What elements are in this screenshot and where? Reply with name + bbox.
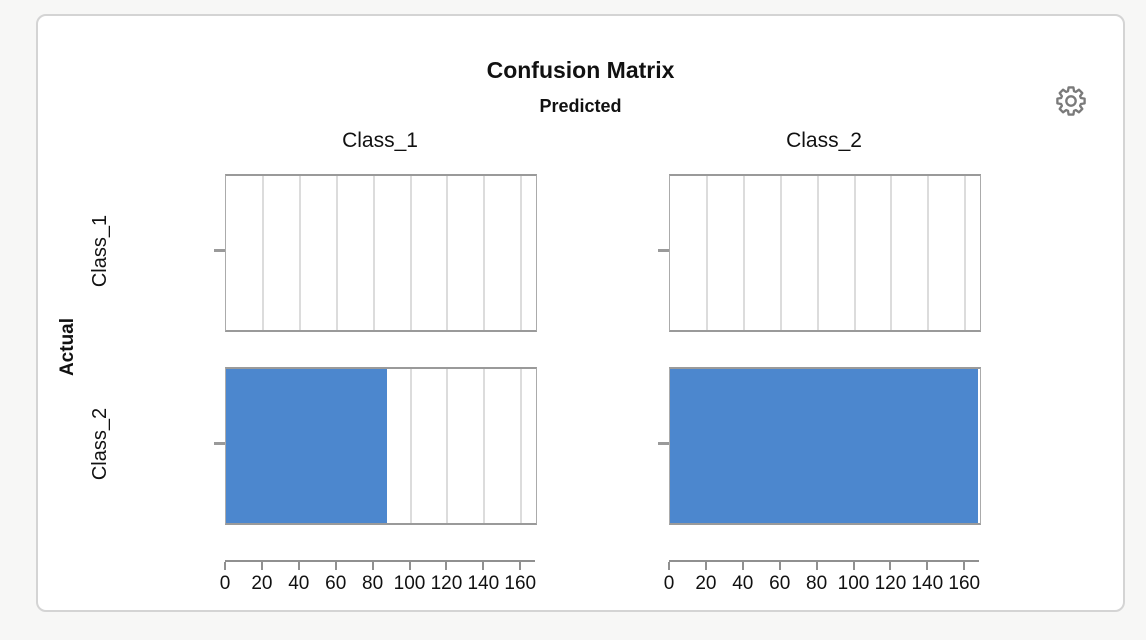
gridline bbox=[483, 369, 486, 523]
x-axis-tick bbox=[741, 562, 744, 570]
predicted-axis-label: Predicted bbox=[539, 96, 622, 116]
x-axis-tick bbox=[224, 562, 226, 570]
x-axis-tick-label: 140 bbox=[911, 573, 944, 594]
x-axis-tick bbox=[519, 562, 522, 570]
gridline bbox=[409, 369, 412, 523]
x-axis-tick-label: 80 bbox=[806, 573, 828, 594]
x-axis-tick-label: 20 bbox=[251, 573, 273, 594]
y-axis-tick bbox=[658, 249, 669, 252]
x-axis-tick bbox=[297, 562, 300, 570]
gridline bbox=[853, 176, 856, 330]
panel-actual-class1-predicted-class1 bbox=[225, 174, 537, 332]
x-axis-tick bbox=[852, 562, 855, 570]
gridline bbox=[779, 176, 782, 330]
chart-title: Confusion Matrix bbox=[486, 57, 675, 83]
x-axis-tick bbox=[704, 562, 707, 570]
x-axis-right: 0 20 40 60 80 100 120 140 160 bbox=[664, 560, 981, 610]
gridline bbox=[409, 176, 412, 330]
facet-row-label-class2: Class_2 bbox=[89, 407, 111, 481]
x-axis-tick bbox=[963, 562, 966, 570]
facet-col-label-class1: Class_1 bbox=[342, 129, 418, 152]
facet-col-label-class2: Class_2 bbox=[786, 129, 862, 152]
x-axis-tick-label: 120 bbox=[430, 573, 463, 594]
gridline bbox=[298, 176, 301, 330]
x-axis-tick-label: 160 bbox=[504, 573, 537, 594]
x-axis-tick bbox=[260, 562, 263, 570]
x-axis-tick-label: 100 bbox=[393, 573, 426, 594]
panel-actual-class2-predicted-class2 bbox=[669, 367, 981, 525]
actual-axis-label: Actual bbox=[57, 317, 78, 377]
panel-actual-class1-predicted-class2 bbox=[669, 174, 981, 332]
x-axis-tick-label: 40 bbox=[732, 573, 754, 594]
x-axis-tick-label: 0 bbox=[663, 573, 675, 594]
settings-button[interactable] bbox=[1052, 82, 1090, 120]
x-axis-tick-label: 60 bbox=[325, 573, 347, 594]
bar-actual-Class_2-predicted-Class_2 bbox=[670, 369, 979, 523]
x-axis-tick bbox=[889, 562, 892, 570]
y-axis-tick bbox=[658, 442, 669, 445]
x-axis-tick bbox=[334, 562, 337, 570]
gridline bbox=[705, 176, 708, 330]
gridline bbox=[816, 176, 819, 330]
x-axis-tick bbox=[668, 562, 670, 570]
x-axis-tick bbox=[926, 562, 929, 570]
gridline bbox=[446, 176, 449, 330]
x-axis-tick bbox=[778, 562, 781, 570]
panel-actual-class2-predicted-class1 bbox=[225, 367, 537, 525]
x-axis-tick-label: 60 bbox=[769, 573, 791, 594]
x-axis-tick-label: 20 bbox=[695, 573, 717, 594]
x-axis-tick bbox=[408, 562, 411, 570]
gridline bbox=[964, 176, 967, 330]
gridline bbox=[483, 176, 486, 330]
x-axis-tick-label: 140 bbox=[467, 573, 500, 594]
x-axis-tick-label: 120 bbox=[874, 573, 907, 594]
x-axis-tick-label: 80 bbox=[362, 573, 384, 594]
gridline bbox=[335, 176, 338, 330]
gridline bbox=[520, 176, 523, 330]
gridline bbox=[261, 176, 264, 330]
gear-icon bbox=[1056, 86, 1086, 116]
facet-row-label-class1: Class_1 bbox=[89, 214, 111, 288]
x-axis-tick-label: 40 bbox=[288, 573, 310, 594]
x-axis-tick bbox=[371, 562, 374, 570]
gridline bbox=[446, 369, 449, 523]
gridline bbox=[927, 176, 930, 330]
y-axis-tick bbox=[214, 249, 225, 252]
y-axis-tick bbox=[214, 442, 225, 445]
plot-card: Confusion Matrix Predicted Class_1 Class… bbox=[36, 14, 1125, 612]
gridline bbox=[890, 176, 893, 330]
x-axis-tick bbox=[445, 562, 448, 570]
x-axis-tick-label: 0 bbox=[219, 573, 231, 594]
gridline bbox=[520, 369, 523, 523]
bar-actual-Class_2-predicted-Class_1 bbox=[226, 369, 387, 523]
x-axis-tick bbox=[815, 562, 818, 570]
gridline bbox=[742, 176, 745, 330]
gridline bbox=[372, 176, 375, 330]
x-axis-tick-label: 100 bbox=[837, 573, 870, 594]
x-axis-left: 0 20 40 60 80 100 120 140 160 bbox=[220, 560, 537, 610]
x-axis-tick bbox=[482, 562, 485, 570]
x-axis-tick-label: 160 bbox=[948, 573, 981, 594]
